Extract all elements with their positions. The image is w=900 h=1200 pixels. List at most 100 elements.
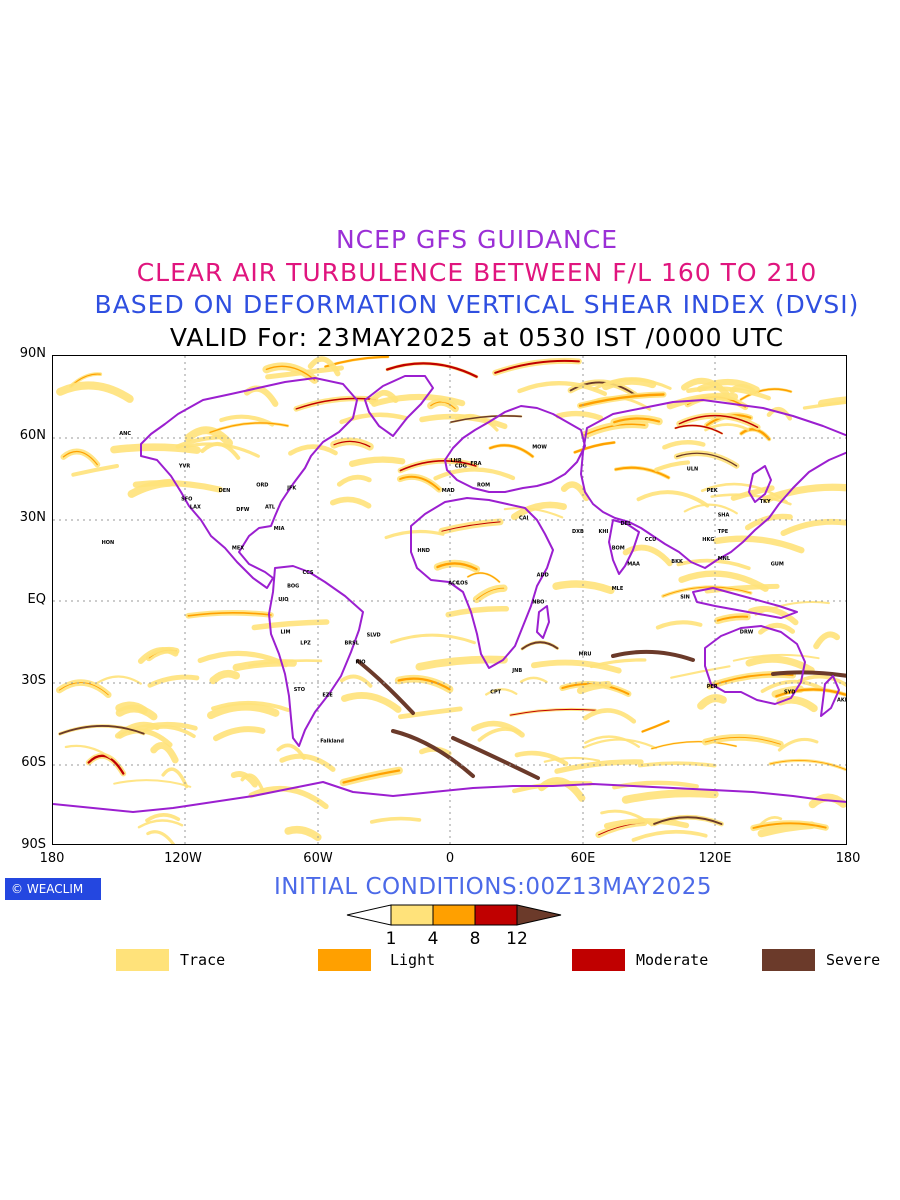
turbulence-streak <box>704 583 780 594</box>
legend-label-severe: Severe <box>826 951 881 969</box>
place-label: BKK <box>671 559 684 565</box>
place-label: DRW <box>740 630 754 636</box>
place-label: CCS <box>303 570 314 576</box>
place-label: DEL <box>621 521 633 527</box>
turbulence-streak <box>56 381 134 403</box>
lat-label-60s: 60S <box>21 755 46 770</box>
place-label: MLE <box>612 586 624 592</box>
turbulence-streak <box>582 738 658 750</box>
place-label: ROM <box>477 483 490 489</box>
place-label: HND <box>417 548 430 554</box>
place-label: PER <box>707 684 718 690</box>
turbulence-streak <box>146 830 176 844</box>
turbulence-streak <box>582 708 637 724</box>
turbulence-core <box>386 362 478 378</box>
turbulence-streak <box>398 706 463 720</box>
place-label: JFK <box>286 485 297 491</box>
turbulence-streak <box>662 440 706 450</box>
place-label: MEX <box>232 545 244 551</box>
turbulence-streak <box>636 490 710 508</box>
place-label: KHI <box>599 529 609 535</box>
coastline-australia <box>704 625 806 705</box>
lon-label-60e: 60E <box>570 851 596 866</box>
turbulence-streak <box>341 692 402 713</box>
turbulence-core <box>397 677 451 691</box>
coastline-africa <box>410 497 554 669</box>
place-label: STO <box>294 687 305 693</box>
turbulence-streak <box>621 789 719 804</box>
turbulence-core <box>450 415 522 423</box>
turbulence-field <box>56 356 846 844</box>
turbulence-streak <box>577 391 667 409</box>
turbulence-streak <box>713 535 805 554</box>
place-label: ANC <box>119 431 131 437</box>
turbulence-streak <box>686 386 771 401</box>
legend-swatch-light <box>318 949 371 971</box>
legend-swatch-trace <box>116 949 169 971</box>
place-label: MRU <box>579 651 592 657</box>
turbulence-streak <box>631 829 708 842</box>
coastline-asia <box>580 399 846 569</box>
turbulence-core <box>265 365 316 381</box>
place-label: MIA <box>274 526 285 532</box>
turbulence-streak <box>797 674 846 688</box>
turbulence-streak <box>514 750 569 766</box>
turbulence-streak <box>519 676 548 684</box>
legend-swatch-moderate <box>572 949 625 971</box>
place-label: CDG <box>455 464 467 470</box>
place-label: PEK <box>707 488 719 494</box>
place-label: DXB <box>572 529 584 535</box>
coastlines <box>53 375 846 813</box>
place-label: NBO <box>532 600 544 606</box>
turbulence-streak <box>670 665 731 679</box>
turbulence-core <box>510 708 596 716</box>
turbulence-streak <box>371 393 466 407</box>
turbulence-streak <box>368 389 399 405</box>
turbulence-core <box>58 724 145 735</box>
place-label: SLVD <box>367 632 381 638</box>
place-label: DEN <box>219 488 231 494</box>
title-model: NCEP GFS GUIDANCE <box>335 225 618 254</box>
turbulence-core <box>752 822 827 829</box>
lat-label-30n: 30N <box>19 510 46 525</box>
turbulence-streak <box>137 819 184 829</box>
place-label: LIM <box>281 630 291 636</box>
lon-label-180e: 180 <box>835 851 861 866</box>
colorbar-light <box>432 904 476 926</box>
place-label: SIN <box>680 594 690 600</box>
place-label: JNB <box>511 668 522 674</box>
turbulence-streak <box>150 742 179 764</box>
turbulence-severe-streak <box>611 649 695 662</box>
lon-label-0: 0 <box>445 851 455 866</box>
turbulence-streak <box>127 478 174 498</box>
lat-label-30s: 30S <box>21 673 46 688</box>
turbulence-streak <box>576 680 612 695</box>
turbulence-streak <box>127 721 198 734</box>
turbulence-streak <box>415 655 508 671</box>
coastline-north-america <box>140 377 358 589</box>
turbulence-streak <box>676 558 751 571</box>
turbulence-streak <box>211 700 291 712</box>
turbulence-streak <box>348 456 406 467</box>
turbulence-core <box>716 615 749 622</box>
turbulence-core <box>704 736 781 745</box>
turbulence-streak <box>666 392 739 410</box>
map-canvas: ANC YVR SFO LAX DEN DFW ORD ATL JFK MIA MEX HON BOG C… <box>53 356 846 844</box>
place-label: MAD <box>442 488 455 494</box>
place-label: MNL <box>718 556 731 562</box>
turbulence-streak <box>747 605 799 626</box>
turbulence-streak <box>696 378 760 393</box>
turbulence-streak <box>654 460 691 472</box>
turbulence-streak <box>530 659 622 674</box>
turbulence-streak <box>584 735 640 748</box>
turbulence-streak <box>485 688 518 696</box>
turbulence-core <box>678 415 759 428</box>
legend-label-trace: Trace <box>180 951 226 969</box>
turbulence-streak <box>132 480 223 493</box>
place-label: BRSL <box>345 641 360 647</box>
place-label: CAI <box>519 515 529 521</box>
place-label: SHA <box>718 513 730 519</box>
turbulence-severe-streak <box>356 659 415 715</box>
turbulence-streak <box>472 584 508 604</box>
turbulence-streak <box>603 818 690 829</box>
